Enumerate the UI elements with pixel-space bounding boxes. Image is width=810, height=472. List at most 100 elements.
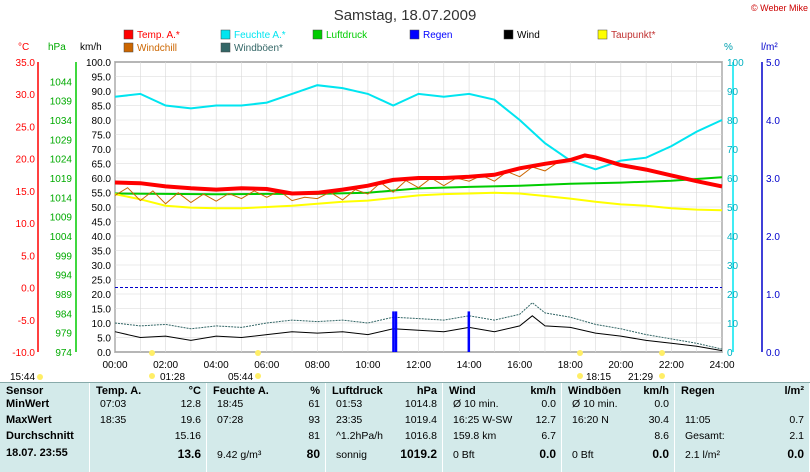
temp-tick-label: -10.0 (12, 348, 35, 359)
table-header: Luftdruck (332, 385, 383, 397)
table-cell-note: 2.1 l/m² (685, 449, 721, 461)
wind-tick-label: 45.0 (92, 218, 112, 229)
rain-tick-label: 2.0 (766, 232, 780, 243)
table-cell-value: 80 (306, 447, 320, 461)
sun-icon (37, 374, 43, 380)
humidity-tick-label: 50 (727, 203, 739, 214)
table-cell-note: 23:35 (336, 414, 363, 426)
legend-swatch (503, 29, 514, 40)
humidity-unit-label: % (724, 42, 733, 53)
temp-tick-label: 20.0 (16, 155, 36, 166)
temp-tick-label: 0.0 (21, 284, 35, 295)
table-cell-value: 1019.4 (404, 414, 437, 426)
pressure-tick-label: 979 (55, 329, 72, 340)
wind-tick-label: 90.0 (92, 87, 112, 98)
legend-label: Feuchte A.* (234, 30, 286, 41)
rain-bar (394, 311, 398, 352)
time-tick-label: 06:00 (254, 360, 279, 371)
rain-bar (467, 311, 471, 352)
table-cell-value: 1019.2 (400, 447, 437, 461)
temp-tick-label: 35.0 (16, 58, 36, 69)
series-line-gusts (114, 302, 723, 350)
sun-icon (577, 373, 583, 379)
series-line-dewpoint (114, 191, 723, 212)
table-cell-note: 0 Bft (572, 449, 594, 461)
table-cell-note: 11:05 (685, 414, 711, 426)
pressure-tick-label: 1029 (50, 135, 73, 146)
wind-tick-label: 85.0 (92, 102, 112, 113)
wind-tick-label: 65.0 (92, 160, 112, 171)
sun-marker-label: 01:28 (160, 372, 185, 382)
weather-chart: Samstag, 18.07.2009 © Weber Mike Temp. A.*… (10, 3, 808, 382)
table-cell-note: sonnig (336, 449, 367, 461)
humidity-tick-label: 90 (727, 87, 739, 98)
table-cell-value: 81 (308, 430, 320, 442)
table-cell-value: 6.7 (541, 430, 556, 442)
time-tick-label: 22:00 (659, 360, 684, 371)
table-header: Regen (681, 385, 715, 397)
time-tick-label: 04:00 (204, 360, 229, 371)
time-tick-label: 18:00 (558, 360, 583, 371)
table-cell-value: 15.16 (174, 430, 201, 442)
sun-icon (255, 350, 261, 356)
series-line-wind (114, 315, 723, 352)
time-tick-label: 10:00 (355, 360, 380, 371)
time-tick-label: 08:00 (305, 360, 330, 371)
table-cell-value: 0.0 (541, 398, 556, 410)
wind-tick-label: 25.0 (92, 276, 112, 287)
table-header-unit: hPa (416, 385, 437, 397)
sun-icon (149, 373, 155, 379)
table-header: Windböen (568, 385, 622, 397)
humidity-tick-label: 70 (727, 145, 739, 156)
table-cell-value: 1014.8 (404, 398, 437, 410)
rain-tick-label: 5.0 (766, 58, 780, 69)
table-column (326, 383, 443, 472)
pressure-tick-label: 974 (55, 348, 72, 359)
wind-tick-label: 75.0 (92, 131, 112, 142)
rain-tick-label: 4.0 (766, 116, 780, 127)
legend-label: Regen (423, 30, 452, 41)
temp-tick-label: 10.0 (16, 219, 36, 230)
time-tick-label: 00:00 (102, 360, 127, 371)
wind-tick-label: 20.0 (92, 290, 112, 301)
time-tick-label: 20:00 (608, 360, 633, 371)
table-header-unit: km/h (530, 385, 556, 397)
wind-tick-label: 50.0 (92, 203, 112, 214)
table-cell-note: 9.42 g/m³ (217, 449, 262, 461)
legend-swatch (220, 42, 231, 53)
sun-icon (659, 373, 665, 379)
pressure-tick-label: 1009 (50, 213, 73, 224)
series-line-humidity (114, 84, 723, 171)
sun-icon (149, 350, 155, 356)
table-cell-value: 12.8 (180, 398, 201, 410)
table-cell-value: 0.0 (787, 447, 804, 461)
table-cell-note: 16:20 N (572, 414, 609, 426)
series-line-pressure (114, 176, 723, 196)
rain-bar (392, 311, 395, 352)
wind-tick-label: 100.0 (86, 58, 111, 69)
sun-marker-label: 18:15 (586, 372, 611, 382)
temp-unit-label: °C (18, 42, 29, 53)
legend-swatch (409, 29, 420, 40)
sun-icon (255, 373, 261, 379)
humidity-tick-label: 80 (727, 116, 739, 127)
legend-swatch (123, 29, 134, 40)
table-cell-note: Ø 10 min. (453, 398, 499, 410)
pressure-tick-label: 1034 (50, 116, 73, 127)
legend-swatch (123, 42, 134, 53)
table-column (207, 383, 326, 472)
table-cell-value: 19.6 (180, 414, 201, 426)
table-cell-value: 93 (308, 414, 320, 426)
legend-label: Taupunkt* (611, 30, 656, 41)
legend-swatch (597, 29, 608, 40)
wind-tick-label: 35.0 (92, 247, 112, 258)
pressure-tick-label: 994 (55, 271, 72, 282)
humidity-tick-label: 100 (727, 58, 744, 69)
time-tick-label: 16:00 (507, 360, 532, 371)
legend-label: Luftdruck (326, 30, 368, 41)
chart-title: Samstag, 18.07.2009 (334, 7, 477, 24)
pressure-tick-label: 1024 (50, 155, 73, 166)
table-cell-value: 0.7 (789, 414, 804, 426)
humidity-tick-label: 60 (727, 174, 739, 185)
table-header-unit: % (310, 385, 320, 397)
